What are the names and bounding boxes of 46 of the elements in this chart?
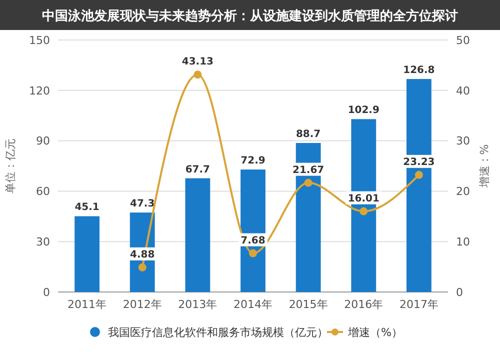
point [138,263,146,272]
x-tick-label: 2013年 [178,298,218,311]
y2-tick-label: 20 [456,185,470,198]
point [249,249,257,258]
y-tick-label: 60 [36,185,50,198]
point [194,70,202,79]
data-label: 21.67 [292,164,324,176]
bar [74,216,100,292]
data-label: 45.1 [74,202,100,214]
y2-tick-label: 40 [456,84,470,98]
data-label: 102.9 [348,105,380,116]
y-tick-label: 120 [29,84,50,98]
legend-label: 增速（%） [347,326,402,339]
bar [185,178,210,292]
x-tick-label: 2012年 [122,298,162,311]
bar [240,170,266,292]
data-label: 67.7 [185,164,210,176]
y2-axis-title: 增速：% [478,144,491,189]
y2-tick-label: 0 [456,286,463,299]
x-tick-label: 2011年 [68,298,107,311]
chart-title: 中国泳池发展现状与未来趋势分析：从设施建设到水质管理的全方位探讨 [42,8,458,24]
x-tick-label: 2016年 [344,298,384,311]
y-tick-label: 90 [36,134,50,148]
x-tick-label: 2017年 [399,298,438,311]
x-tick-label: 2014年 [234,298,272,311]
data-label: 16.01 [348,193,380,204]
y-tick-label: 30 [36,235,50,248]
legend-label: 我国医疗信息化软件和服务市场规模（亿元） [108,326,328,339]
data-label: 88.7 [296,128,321,140]
y2-tick-label: 30 [456,134,470,148]
data-label: 72.9 [240,156,266,167]
data-label: 126.8 [403,64,435,76]
y-axis-title: 单位：亿元 [4,138,17,194]
y2-tick-label: 50 [456,34,470,47]
y2-tick-label: 10 [456,235,470,248]
point [414,170,423,179]
data-label: 23.23 [403,156,435,168]
data-label: 47.3 [130,198,155,210]
data-label: 7.68 [240,235,266,246]
data-label: 43.13 [182,56,214,68]
x-tick-label: 2015年 [288,298,328,311]
point [360,207,368,216]
y-tick-label: 0 [43,286,50,299]
y-tick-label: 150 [29,34,50,47]
point [304,178,312,187]
data-label: 4.88 [130,249,155,260]
